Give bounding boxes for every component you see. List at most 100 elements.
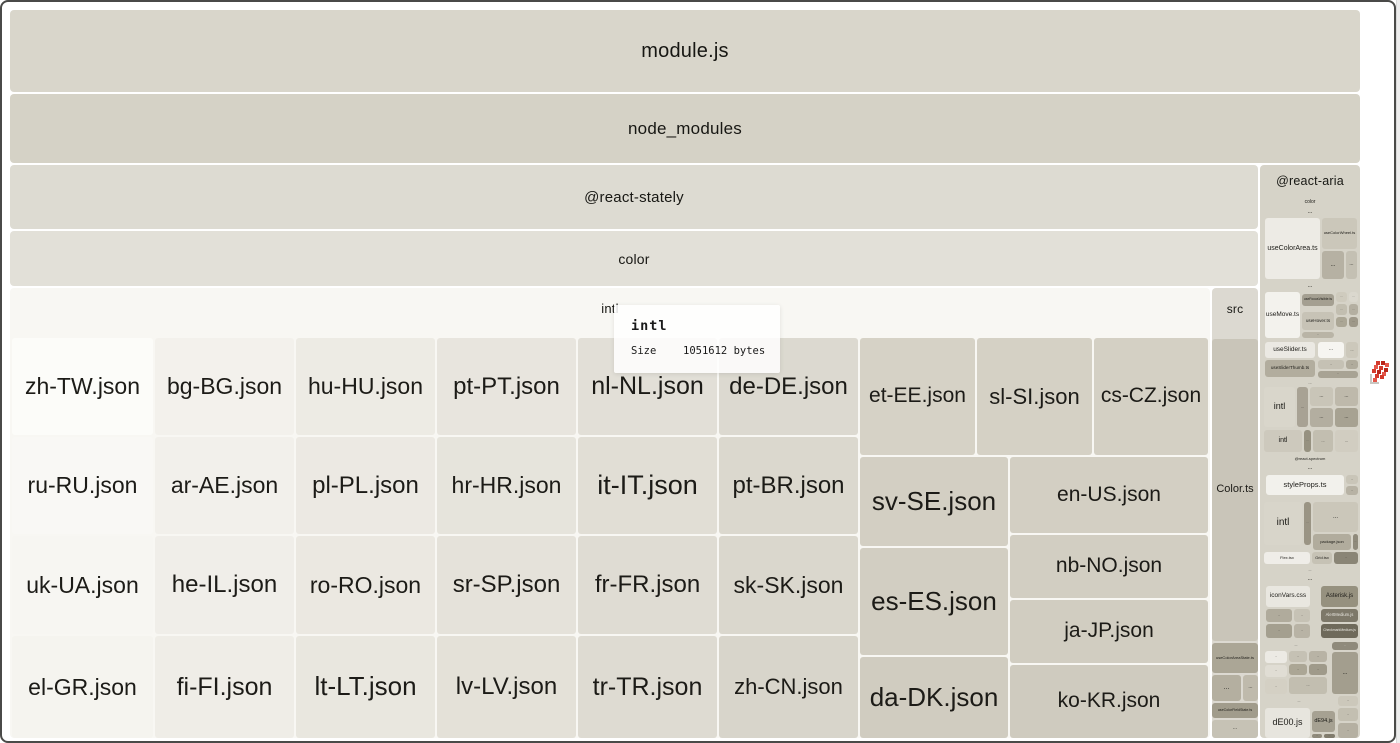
- treemap-cell-package-json[interactable]: package.json: [1313, 534, 1351, 550]
- treemap-cell-small[interactable]: ...: [1324, 734, 1335, 738]
- treemap-cell-de00-js[interactable]: dE00.js: [1265, 708, 1310, 738]
- treemap-cell-small[interactable]: ...: [1307, 465, 1313, 472]
- treemap-cell-flex-tsx[interactable]: Flex.tsx: [1264, 552, 1310, 564]
- treemap-cell-ro-ro-json[interactable]: ro-RO.json: [296, 536, 435, 634]
- treemap-cell-lv-lv-json[interactable]: lv-LV.json: [437, 636, 576, 738]
- treemap-cell-small[interactable]: ...: [1349, 317, 1358, 327]
- treemap-cell-small[interactable]: ...: [1243, 675, 1258, 701]
- treemap-cell-tr-tr-json[interactable]: tr-TR.json: [578, 636, 717, 738]
- treemap-cell-ar-ae-json[interactable]: ar-AE.json: [155, 437, 294, 534]
- treemap-cell-small[interactable]: ...: [1338, 708, 1358, 721]
- treemap-cell-small[interactable]: ...: [1289, 664, 1307, 675]
- treemap-cell-pt-pt-json[interactable]: pt-PT.json: [437, 338, 576, 435]
- treemap-cell-pt-br-json[interactable]: pt-BR.json: [719, 437, 858, 534]
- treemap-cell-react-spectrum[interactable]: @react-spectrum: [1294, 455, 1326, 461]
- treemap-cell-small[interactable]: ...: [1309, 651, 1327, 662]
- treemap-cell-hu-hu-json[interactable]: hu-HU.json: [296, 338, 435, 435]
- treemap-cell-small[interactable]: ...: [1318, 360, 1344, 369]
- treemap-cell-small[interactable]: ...: [1266, 624, 1292, 638]
- treemap-cell-en-us-json[interactable]: en-US.json: [1010, 457, 1208, 533]
- treemap-cell-zh-cn-json[interactable]: zh-CN.json: [719, 636, 858, 738]
- treemap-cell-small[interactable]: ...: [1353, 534, 1358, 550]
- treemap-cell-small[interactable]: ...: [1266, 609, 1292, 622]
- treemap-cell-de94-js[interactable]: dE94.js: [1312, 711, 1335, 732]
- treemap-cell-small[interactable]: ...: [1308, 380, 1312, 385]
- treemap-cell-small[interactable]: ...: [1338, 696, 1358, 706]
- treemap-cell-small[interactable]: ...: [1289, 677, 1327, 694]
- treemap-cell-small[interactable]: ...: [1212, 720, 1258, 738]
- treemap-cell-usehover-ts[interactable]: useHover.ts: [1302, 312, 1334, 330]
- treemap-cell-small[interactable]: ...: [1336, 304, 1347, 315]
- treemap-cell-sk-sk-json[interactable]: sk-SK.json: [719, 536, 858, 634]
- treemap-cell-uk-ua-json[interactable]: uk-UA.json: [12, 536, 153, 634]
- treemap-cell-lt-lt-json[interactable]: lt-LT.json: [296, 636, 435, 738]
- treemap-cell-small[interactable]: ...: [1307, 282, 1313, 289]
- treemap-cell-small[interactable]: ...: [1308, 567, 1312, 572]
- treemap-cell-small[interactable]: ...: [1318, 342, 1344, 358]
- treemap-cell-small[interactable]: ...: [1265, 679, 1287, 694]
- treemap-cell-small[interactable]: ...: [1336, 292, 1347, 302]
- treemap-node-module-js[interactable]: module.js: [10, 10, 1360, 92]
- treemap-cell-small[interactable]: ...: [1212, 675, 1241, 701]
- treemap-cell-small[interactable]: ...: [1332, 642, 1358, 650]
- treemap-cell-sl-si-json[interactable]: sl-SI.json: [977, 338, 1092, 455]
- treemap-cell-small[interactable]: ...: [1304, 502, 1311, 545]
- treemap-cell-iconvars-css[interactable]: iconVars.css: [1266, 586, 1310, 607]
- treemap-cell-small[interactable]: ...: [1334, 552, 1358, 564]
- treemap-cell-small[interactable]: ...: [1346, 251, 1357, 279]
- treemap-cell-usemove-ts[interactable]: useMove.ts: [1265, 292, 1300, 338]
- treemap-cell-color-ts[interactable]: Color.ts: [1212, 339, 1258, 641]
- treemap-cell-small[interactable]: ...: [1349, 304, 1358, 315]
- treemap-cell-small[interactable]: ...: [1318, 371, 1358, 378]
- treemap-cell-es-es-json[interactable]: es-ES.json: [860, 548, 1008, 655]
- treemap-cell-small[interactable]: ...: [1322, 251, 1344, 279]
- treemap-cell-hr-hr-json[interactable]: hr-HR.json: [437, 437, 576, 534]
- treemap-cell-small[interactable]: ...: [1310, 408, 1333, 427]
- treemap-cell-small[interactable]: ...: [1309, 664, 1327, 675]
- treemap-node-color[interactable]: color: [10, 231, 1258, 286]
- treemap-cell-he-il-json[interactable]: he-IL.json: [155, 536, 294, 634]
- treemap-cell-sv-se-json[interactable]: sv-SE.json: [860, 457, 1008, 546]
- treemap-cell-usecolorwheel-ts[interactable]: useColorWheel.ts: [1322, 218, 1357, 249]
- treemap-cell-usefocusvisible-ts[interactable]: useFocusVisible.ts: [1302, 294, 1334, 306]
- treemap-cell-ja-jp-json[interactable]: ja-JP.json: [1010, 600, 1208, 663]
- treemap-cell-small[interactable]: ...: [1302, 332, 1334, 338]
- treemap-cell-zh-tw-json[interactable]: zh-TW.json: [12, 338, 153, 435]
- treemap-cell-asterisk-js[interactable]: Asterisk.js: [1321, 586, 1358, 607]
- treemap-cell-small[interactable]: ...: [1336, 317, 1347, 327]
- treemap-cell-fi-fi-json[interactable]: fi-FI.json: [155, 636, 294, 738]
- treemap-cell-small[interactable]: ...: [1346, 486, 1358, 495]
- treemap-cell-ko-kr-json[interactable]: ko-KR.json: [1010, 665, 1208, 738]
- treemap-cell-sr-sp-json[interactable]: sr-SP.json: [437, 536, 576, 634]
- treemap-cell-small[interactable]: ...: [1346, 342, 1358, 358]
- treemap-cell-nb-no-json[interactable]: nb-NO.json: [1010, 535, 1208, 598]
- treemap-cell-small[interactable]: ...: [1307, 208, 1313, 215]
- treemap-cell-intl[interactable]: intl: [1264, 502, 1302, 545]
- treemap-cell-small[interactable]: ...: [1294, 624, 1310, 638]
- treemap-cell-bg-bg-json[interactable]: bg-BG.json: [155, 338, 294, 435]
- treemap-cell-checkmarkmedium-js[interactable]: CheckmarkMedium.js: [1321, 624, 1358, 638]
- scrollbar-track[interactable]: [1396, 0, 1400, 743]
- treemap-cell-color[interactable]: color: [1304, 199, 1316, 206]
- treemap-cell-usecolorarea-ts[interactable]: useColorArea.ts: [1265, 218, 1320, 279]
- treemap-cell-small[interactable]: ...: [1307, 576, 1313, 583]
- treemap-cell-intl[interactable]: intl: [1264, 430, 1302, 452]
- treemap-cell-alertmedium-js[interactable]: AlertMedium.js: [1321, 609, 1358, 622]
- treemap-cell-small[interactable]: ...: [1313, 502, 1358, 532]
- treemap-cell-small[interactable]: ...: [1297, 387, 1308, 427]
- treemap-cell-usecolorfieldstate-ts[interactable]: useColorFieldState.ts: [1212, 703, 1258, 718]
- treemap-cell-small[interactable]: ...: [1349, 292, 1358, 302]
- treemap-node-react-stately[interactable]: @react-stately: [10, 165, 1258, 229]
- treemap-cell-da-dk-json[interactable]: da-DK.json: [860, 657, 1008, 738]
- treemap-cell-useslider-ts[interactable]: useSlider.ts: [1265, 342, 1315, 358]
- treemap-cell-small[interactable]: ...: [1335, 408, 1358, 427]
- treemap-cell-intl[interactable]: intl: [1264, 387, 1295, 427]
- treemap-cell-usecolorareastate-ts[interactable]: useColorAreaState.ts: [1212, 643, 1258, 673]
- treemap-cell-small[interactable]: ...: [1338, 723, 1358, 738]
- treemap-cell-small[interactable]: ...: [1346, 360, 1358, 369]
- treemap-cell-small[interactable]: ...: [1332, 652, 1358, 694]
- treemap-cell-small[interactable]: ...: [1312, 734, 1322, 738]
- treemap-cell-small[interactable]: ...: [1313, 430, 1333, 452]
- treemap-cell-small[interactable]: ...: [1294, 609, 1310, 622]
- treemap-cell-small[interactable]: ...: [1265, 651, 1287, 663]
